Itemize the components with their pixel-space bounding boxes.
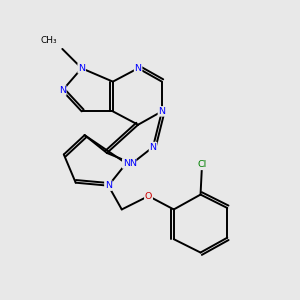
Text: N: N <box>158 107 165 116</box>
Text: Cl: Cl <box>197 160 207 169</box>
Text: N: N <box>59 86 66 95</box>
Text: N: N <box>78 64 85 73</box>
Text: CH₃: CH₃ <box>40 35 57 44</box>
Text: O: O <box>145 192 152 201</box>
Text: N: N <box>105 181 112 190</box>
Text: N: N <box>129 159 136 168</box>
Text: N: N <box>123 159 130 168</box>
Text: N: N <box>149 142 157 152</box>
Text: N: N <box>135 64 142 73</box>
